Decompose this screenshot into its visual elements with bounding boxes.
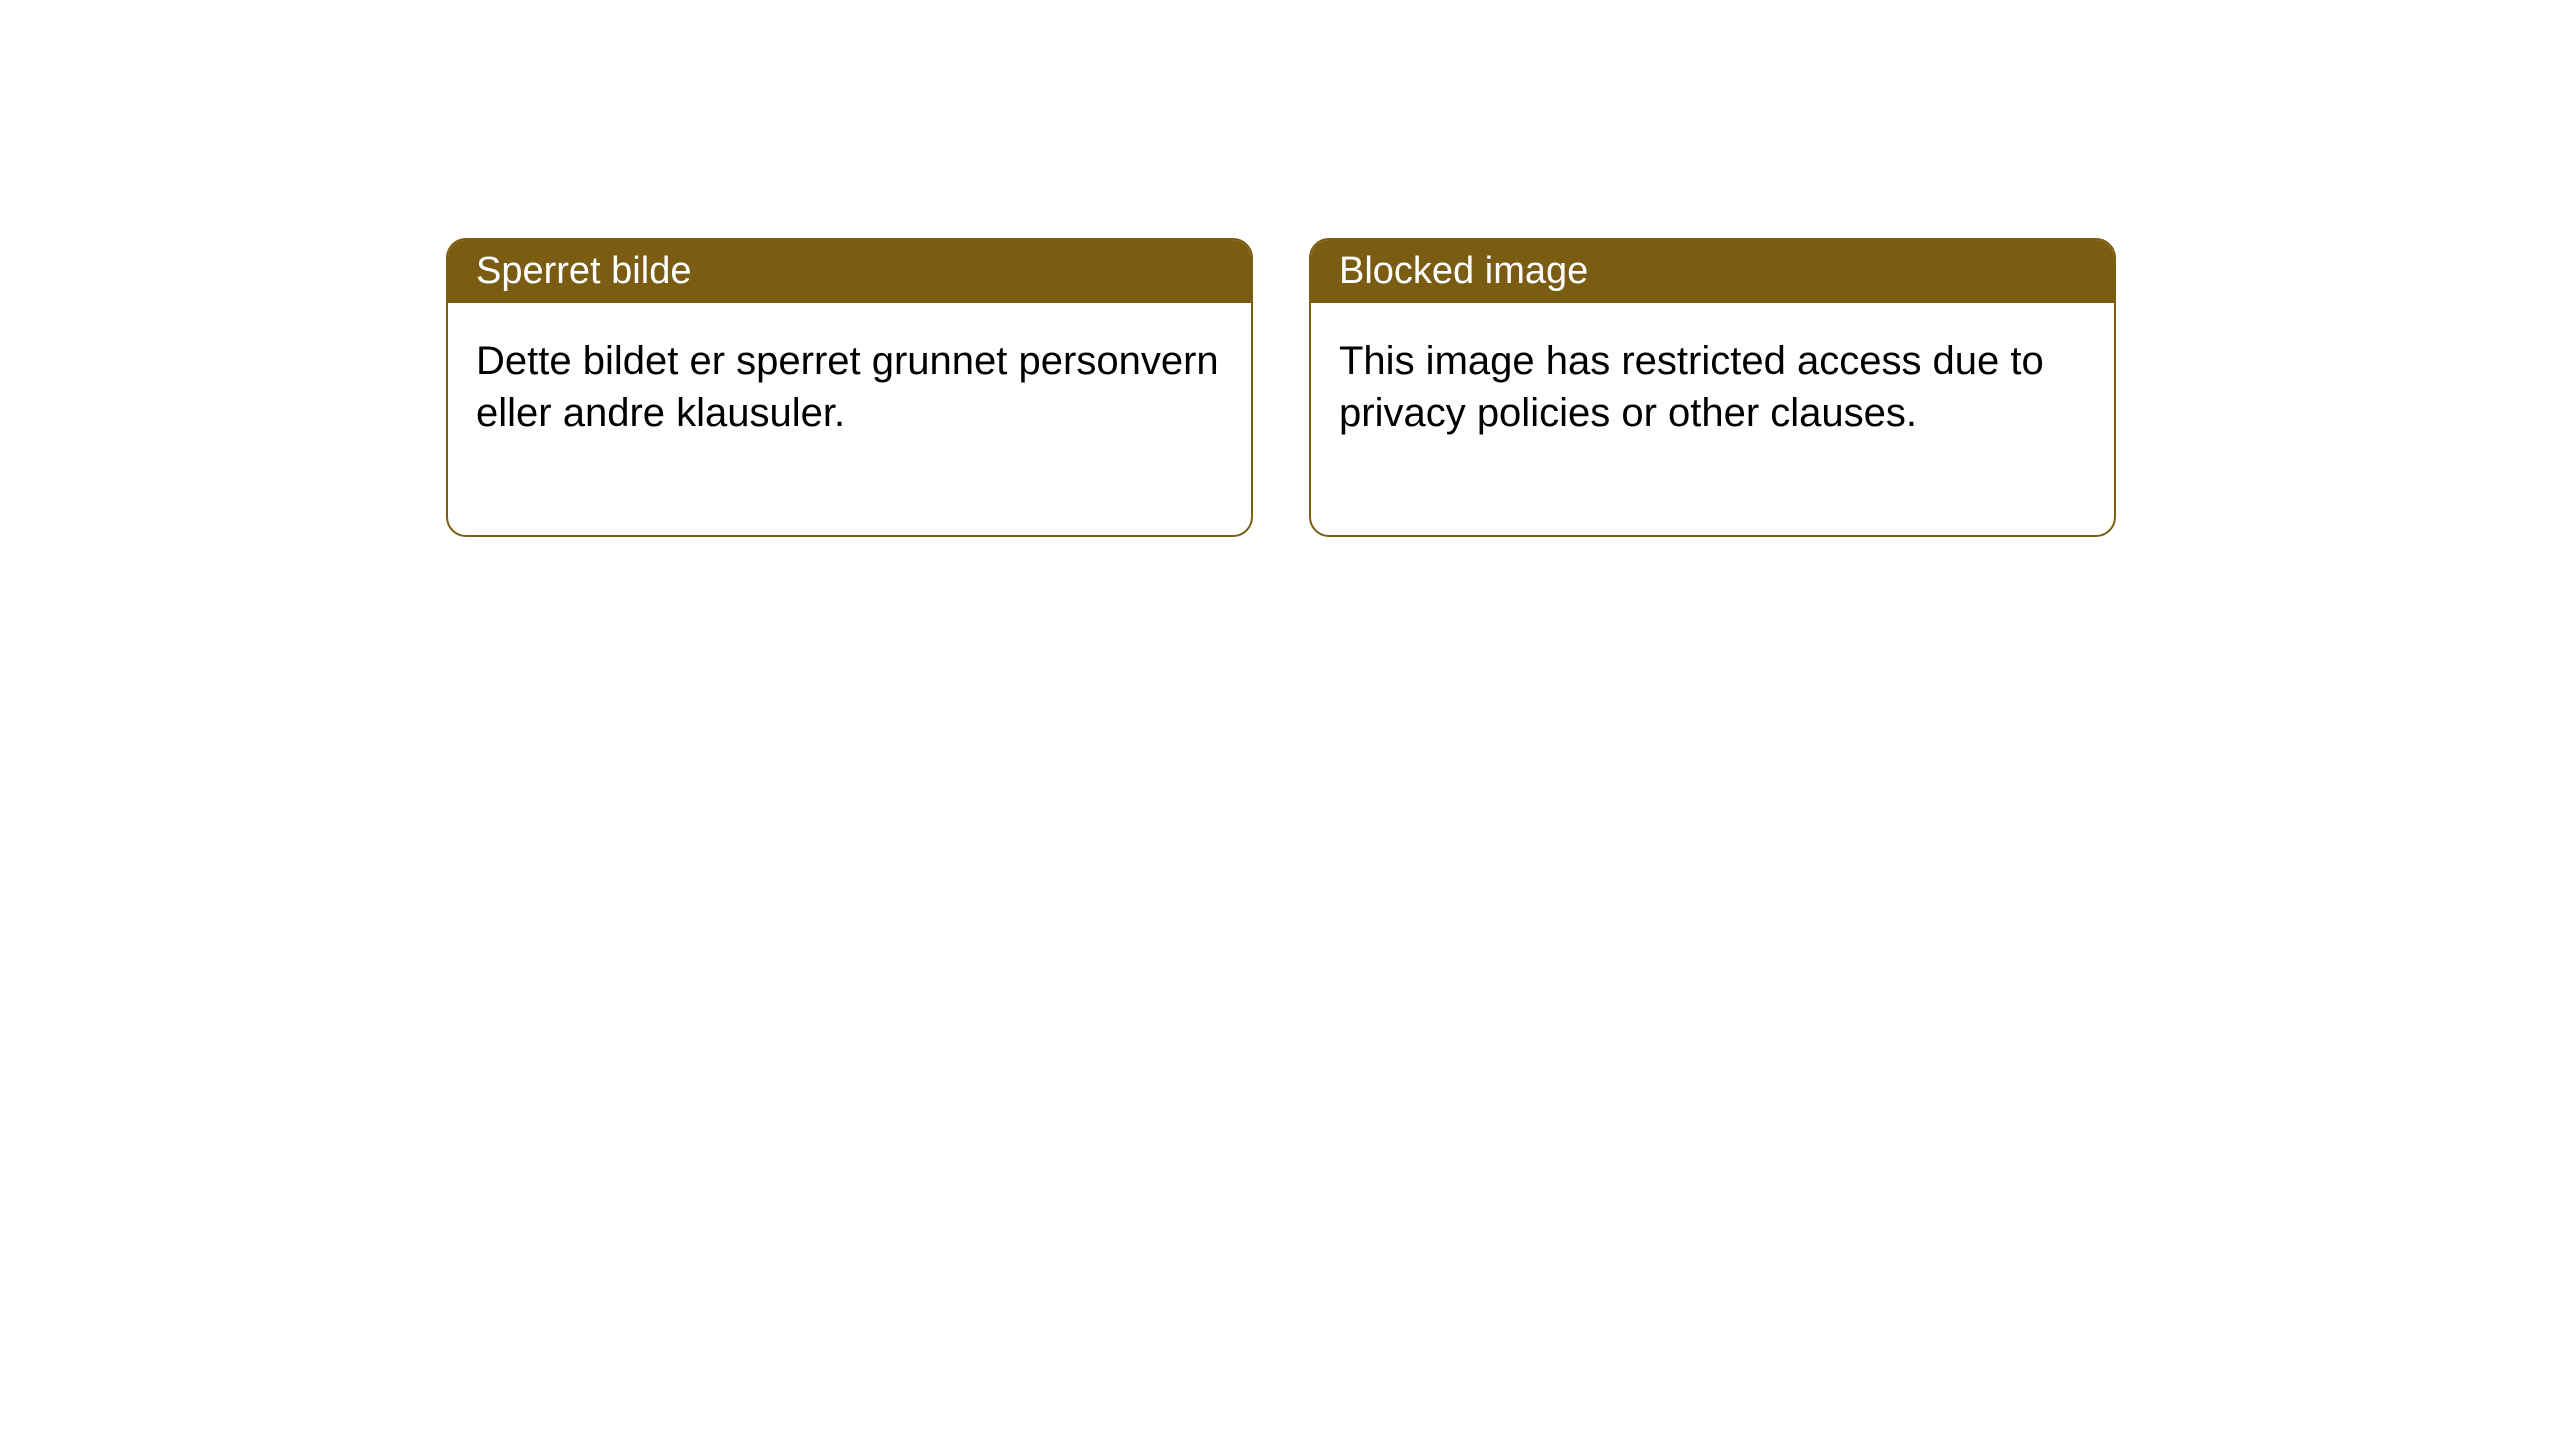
notice-container: Sperret bilde Dette bildet er sperret gr… (0, 0, 2560, 537)
notice-header: Blocked image (1311, 240, 2114, 303)
notice-header: Sperret bilde (448, 240, 1251, 303)
notice-title: Blocked image (1339, 250, 1588, 292)
notice-message: This image has restricted access due to … (1339, 339, 2044, 435)
notice-card-norwegian: Sperret bilde Dette bildet er sperret gr… (446, 238, 1253, 537)
notice-message: Dette bildet er sperret grunnet personve… (476, 339, 1219, 435)
notice-title: Sperret bilde (476, 250, 691, 292)
notice-body: This image has restricted access due to … (1311, 303, 2114, 535)
notice-body: Dette bildet er sperret grunnet personve… (448, 303, 1251, 535)
notice-card-english: Blocked image This image has restricted … (1309, 238, 2116, 537)
